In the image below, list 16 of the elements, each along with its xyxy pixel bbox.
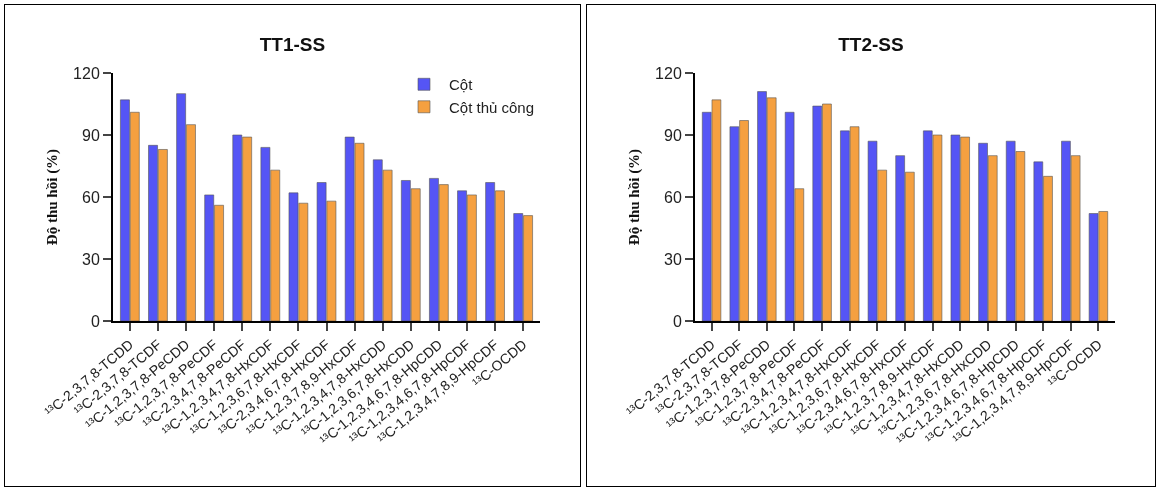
y-tick-label: 120: [655, 64, 682, 82]
y-tick-label: 60: [664, 188, 682, 206]
y-axis-title: Độ thu hồi (%): [625, 148, 643, 246]
y-tick-label: 90: [82, 126, 100, 144]
y-tick-label: 30: [82, 250, 100, 268]
chart-title: TT1-SS: [259, 33, 326, 55]
y-tick-label: 0: [90, 312, 100, 330]
chart-title: TT2-SS: [838, 33, 904, 55]
y-axis-title: Độ thu hồi (%): [43, 148, 61, 246]
legend-label: Cột thủ công: [449, 98, 535, 116]
y-tick-label: 0: [672, 312, 682, 330]
legend-label: Cột: [449, 76, 474, 94]
y-tick-label: 30: [664, 250, 682, 268]
y-tick-label: 120: [73, 64, 100, 82]
y-tick-label: 60: [82, 188, 100, 206]
y-tick-label: 90: [664, 126, 682, 144]
